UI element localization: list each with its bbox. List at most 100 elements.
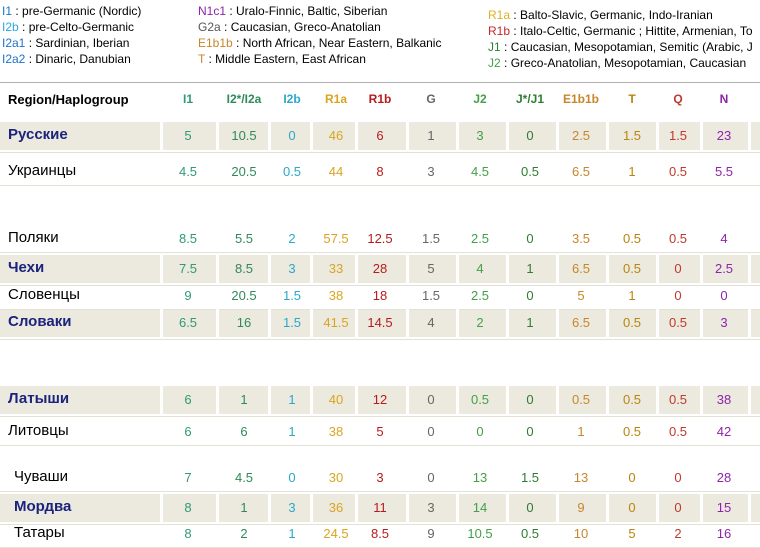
table-cell: 5	[427, 261, 435, 276]
legend-item: I2b : pre-Celto-Germanic	[2, 19, 134, 35]
table-cell: 0	[476, 424, 484, 439]
column-separator	[216, 386, 219, 414]
table-cell: 3	[288, 500, 296, 515]
table-cell: 11	[373, 500, 387, 515]
column-separator	[506, 255, 509, 283]
table-cell: 38	[328, 288, 344, 303]
column-separator	[355, 386, 358, 414]
column-separator	[748, 122, 751, 150]
table-cell: 23	[716, 128, 732, 143]
table-cell: 0.5	[571, 392, 591, 407]
legend-code: I2a1	[2, 36, 26, 50]
table-cell: 28	[372, 261, 388, 276]
table-cell: 33	[328, 261, 344, 276]
column-header: I1	[182, 92, 194, 106]
column-header: R1b	[368, 92, 392, 106]
column-separator	[216, 309, 219, 337]
legend-description: : Uralo-Finnic, Baltic, Siberian	[226, 4, 388, 18]
legend-description: : Sardinian, Iberian	[25, 36, 130, 50]
column-separator	[506, 309, 509, 337]
column-separator	[310, 494, 313, 522]
column-separator	[406, 309, 409, 337]
table-cell: 0	[427, 424, 435, 439]
region-label: Словаки	[8, 313, 72, 330]
table-cell: 4	[476, 261, 484, 276]
column-separator	[216, 494, 219, 522]
column-separator	[216, 122, 219, 150]
column-separator	[506, 122, 509, 150]
column-separator	[310, 309, 313, 337]
table-cell: 1.5	[622, 128, 642, 143]
row-divider	[0, 252, 760, 253]
table-cell: 0.5	[668, 424, 688, 439]
table-cell: 16	[236, 315, 252, 330]
column-separator	[355, 494, 358, 522]
table-cell: 6.5	[178, 315, 198, 330]
legend-item: T : Middle Eastern, East African	[198, 51, 366, 67]
legend-item: I2a1 : Sardinian, Iberian	[2, 35, 129, 51]
region-label: Поляки	[8, 229, 59, 246]
legend-code: J1	[488, 40, 501, 54]
column-separator	[268, 122, 271, 150]
column-separator	[310, 255, 313, 283]
table-cell: 1	[526, 315, 534, 330]
table-cell: 6	[376, 128, 384, 143]
table-cell: 38	[716, 392, 732, 407]
table-cell: 10	[573, 526, 589, 541]
column-header: R1a	[324, 92, 348, 106]
legend-item: R1b : Italo-Celtic, Germanic ; Hittite, …	[488, 23, 753, 39]
legend-code: E1b1b	[198, 36, 233, 50]
legend-code: R1b	[488, 24, 511, 38]
table-cell: 0	[628, 500, 636, 515]
table-cell: 0.5	[520, 526, 540, 541]
table-cell: 1.5	[421, 231, 441, 246]
column-separator	[355, 122, 358, 150]
region-label: Русские	[8, 126, 68, 143]
table-cell: 5.5	[714, 164, 734, 179]
column-separator	[456, 309, 459, 337]
column-separator	[556, 122, 559, 150]
table-cell: 0.5	[668, 392, 688, 407]
table-cell: 3	[427, 500, 435, 515]
row-band	[0, 255, 760, 283]
column-header: J*/J1	[515, 92, 545, 106]
table-cell: 2.5	[571, 128, 591, 143]
column-separator	[268, 386, 271, 414]
column-separator	[748, 386, 751, 414]
column-separator	[216, 255, 219, 283]
column-separator	[268, 255, 271, 283]
column-separator	[656, 386, 659, 414]
table-cell: 1	[288, 392, 296, 407]
table-cell: 4.5	[178, 164, 198, 179]
table-cell: 0.5	[668, 164, 688, 179]
table-cell: 6.5	[571, 164, 591, 179]
table-cell: 0	[674, 261, 682, 276]
table-cell: 0	[720, 288, 728, 303]
table-cell: 0	[526, 231, 534, 246]
table-cell: 4	[427, 315, 435, 330]
table-cell: 1.5	[668, 128, 688, 143]
column-separator	[656, 494, 659, 522]
table-cell: 0.5	[668, 315, 688, 330]
legend-description: : North African, Near Eastern, Balkanic	[232, 36, 442, 50]
table-cell: 42	[716, 424, 732, 439]
legend-item: J1 : Caucasian, Mesopotamian, Semitic (A…	[488, 39, 753, 55]
column-separator	[748, 309, 751, 337]
table-cell: 1	[288, 424, 296, 439]
column-separator	[406, 122, 409, 150]
table-cell: 24.5	[323, 526, 349, 541]
column-separator	[268, 309, 271, 337]
table-cell: 0	[427, 470, 435, 485]
table-cell: 0	[674, 470, 682, 485]
table-cell: 46	[328, 128, 344, 143]
row-band	[0, 309, 760, 337]
legend-item: I1 : pre-Germanic (Nordic)	[2, 3, 141, 19]
column-separator	[456, 494, 459, 522]
table-cell: 4	[720, 231, 728, 246]
table-cell: 1.5	[520, 470, 540, 485]
column-separator	[656, 255, 659, 283]
table-cell: 36	[328, 500, 344, 515]
table-cell: 15	[716, 500, 732, 515]
legend-description: : Caucasian, Mesopotamian, Semitic (Arab…	[500, 40, 753, 54]
